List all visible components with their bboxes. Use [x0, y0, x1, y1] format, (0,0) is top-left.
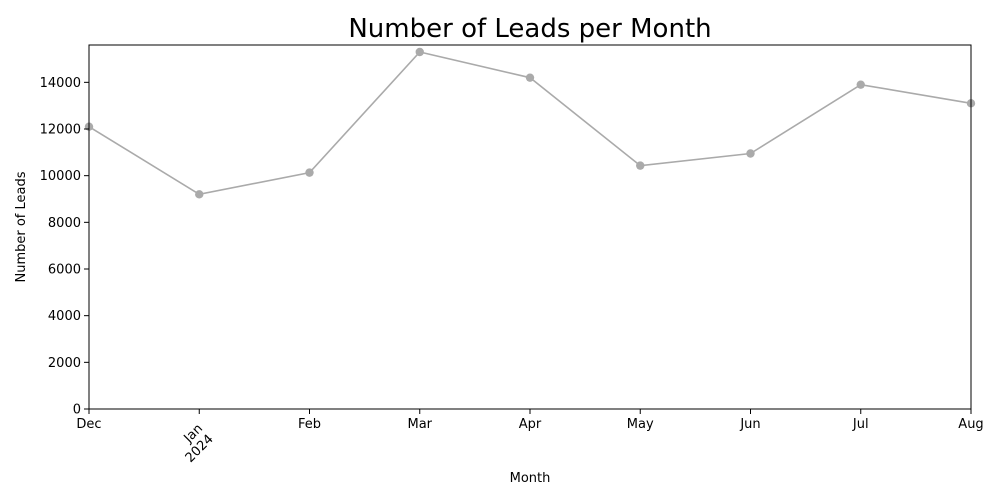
chart-title: Number of Leads per Month [348, 14, 711, 44]
x-tick-label: May [627, 417, 654, 432]
x-tick-label: Jul [852, 417, 869, 432]
x-axis-label: Month [510, 471, 551, 486]
y-tick-label: 10000 [40, 169, 81, 184]
y-tick-label: 2000 [48, 356, 81, 371]
y-tick-label: 4000 [48, 309, 81, 324]
y-axis-label: Number of Leads [14, 171, 29, 282]
y-tick-label: 0 [73, 403, 81, 418]
data-point [856, 80, 865, 89]
series-line [88, 51, 972, 196]
plot-frame [88, 44, 972, 410]
data-point [636, 161, 645, 170]
x-tick-label: Apr [519, 417, 542, 432]
data-point [525, 73, 535, 82]
y-tick-label: 14000 [40, 76, 81, 91]
x-tick-label: Aug [958, 417, 983, 432]
data-point [415, 47, 424, 57]
y-tick-label: 6000 [48, 263, 81, 278]
data-point [746, 149, 755, 158]
x-tick-label: Mar [407, 417, 432, 432]
y-tick-label: 8000 [48, 216, 81, 231]
data-point [195, 190, 204, 199]
x-tick-label: Dec [76, 417, 101, 432]
y-axis: 0 2000 4000 6000 8000 10000 12000 14000 [40, 76, 89, 418]
data-point [305, 168, 314, 177]
x-tick-label: Feb [298, 417, 321, 432]
x-tick-label: Jun [739, 417, 760, 432]
y-tick-label: 12000 [40, 123, 81, 138]
plot-area [84, 47, 976, 199]
